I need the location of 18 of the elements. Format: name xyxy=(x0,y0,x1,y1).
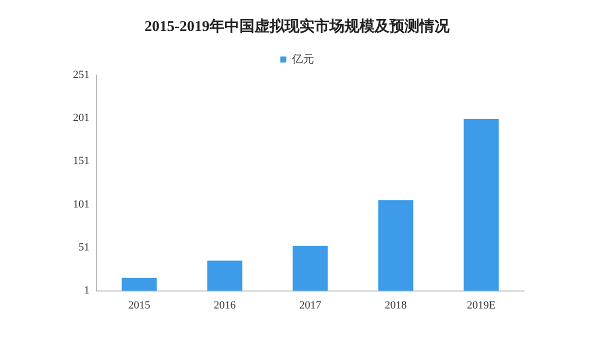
x-tick-label: 2016 xyxy=(214,299,236,312)
bar xyxy=(464,119,499,291)
bar xyxy=(207,260,242,291)
chart-title: 2015-2019年中国虚拟现实市场规模及预测情况 xyxy=(144,16,450,35)
bar xyxy=(122,278,157,291)
bar xyxy=(378,200,414,291)
y-tick-label: 101 xyxy=(73,198,90,210)
x-tick-label: 2018 xyxy=(384,299,408,312)
y-tick-label: 151 xyxy=(73,155,90,168)
y-tick-label: 201 xyxy=(73,112,90,124)
y-tick-label: 51 xyxy=(78,242,90,254)
x-tick-label: 2017 xyxy=(299,299,322,312)
bar xyxy=(292,246,328,291)
y-tick-label: 1 xyxy=(84,284,90,297)
x-tick-label: 2019E xyxy=(466,299,496,312)
x-tick-label: 2015 xyxy=(128,299,151,312)
legend-label: 亿元 xyxy=(290,53,314,66)
y-tick-label: 251 xyxy=(73,68,90,81)
